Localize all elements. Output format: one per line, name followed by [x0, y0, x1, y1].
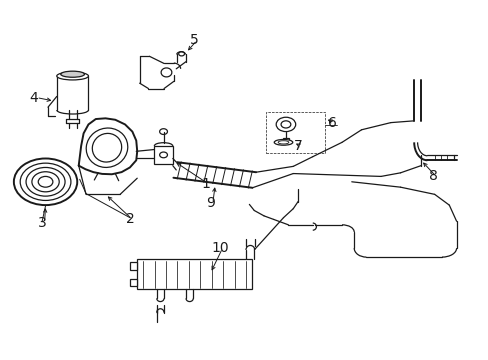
Text: 3: 3: [38, 216, 46, 230]
Ellipse shape: [274, 139, 292, 145]
Text: 9: 9: [205, 196, 214, 210]
Ellipse shape: [92, 134, 122, 162]
Circle shape: [276, 117, 295, 132]
Text: 2: 2: [125, 212, 134, 226]
Bar: [154, 146, 172, 164]
Ellipse shape: [278, 141, 288, 144]
Bar: [266, 112, 325, 153]
Ellipse shape: [57, 72, 88, 80]
Bar: [282, 138, 289, 140]
Text: 5: 5: [190, 33, 199, 47]
Bar: [130, 262, 137, 270]
Text: 8: 8: [428, 170, 437, 183]
Text: 7: 7: [293, 139, 302, 153]
Text: 4: 4: [29, 90, 38, 104]
Text: 1: 1: [201, 177, 209, 190]
Ellipse shape: [86, 128, 127, 167]
Text: 6: 6: [327, 116, 336, 130]
Text: 10: 10: [211, 241, 228, 255]
Bar: [137, 259, 251, 289]
Ellipse shape: [61, 71, 84, 77]
Bar: [130, 279, 137, 286]
